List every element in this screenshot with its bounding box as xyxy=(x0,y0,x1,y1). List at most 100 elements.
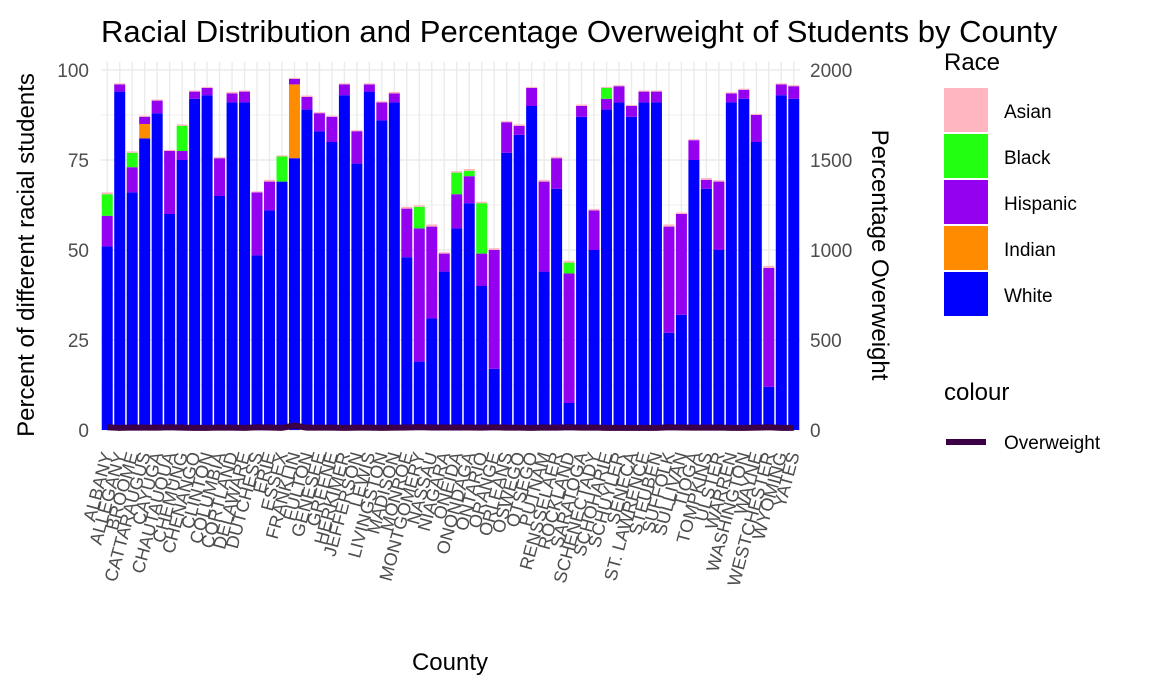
bar-hispanic xyxy=(288,79,300,85)
bar-asian xyxy=(189,90,201,92)
legend-key-asian xyxy=(944,88,988,132)
bar-hispanic xyxy=(463,176,475,204)
bar-asian xyxy=(650,90,662,92)
bar-white xyxy=(576,116,588,431)
y-tick-label: 0 xyxy=(78,421,89,442)
bar-asian xyxy=(413,205,425,207)
bar-white xyxy=(650,102,662,431)
bar-asian xyxy=(738,88,750,90)
bar-white xyxy=(713,250,725,430)
y-axis-left: 0 25 50 75 100 xyxy=(57,61,89,442)
bar-asian xyxy=(226,91,238,94)
bar-asian xyxy=(301,95,313,97)
legend-label: Overweight xyxy=(1004,433,1101,454)
bar-asian xyxy=(538,179,550,182)
bar-hispanic xyxy=(688,140,700,160)
bar-hispanic xyxy=(451,194,463,229)
bar-asian xyxy=(264,179,276,182)
bar-white xyxy=(151,113,163,430)
bar-asian xyxy=(214,157,226,159)
bar-asian xyxy=(613,85,625,87)
bar-black xyxy=(276,156,288,182)
y2-tick-label: 0 xyxy=(810,421,821,442)
bar-asian xyxy=(288,77,300,79)
bar-hispanic xyxy=(763,268,775,387)
bar-asian xyxy=(513,124,525,126)
bar-white xyxy=(738,98,750,431)
bar-asian xyxy=(476,201,488,204)
y-axis-title: Percent of different racial students xyxy=(13,73,40,437)
bar-hispanic xyxy=(201,88,213,96)
bar-white xyxy=(750,142,762,430)
bar-asian xyxy=(675,212,687,214)
bar-hispanic xyxy=(775,84,787,96)
bar-asian xyxy=(114,83,126,85)
bar-asian xyxy=(488,248,500,250)
bar-asian xyxy=(151,99,163,101)
bar-hispanic xyxy=(176,151,188,160)
y-tick-label: 100 xyxy=(57,61,89,82)
x-axis: ALBANYALLEGANYBROOMECATTARAUGUSCAYUGACHA… xyxy=(79,450,803,588)
bar-asian xyxy=(376,101,388,103)
bar-hispanic xyxy=(239,91,251,103)
bar-white xyxy=(788,98,800,431)
bar-white xyxy=(401,257,413,430)
bar-asian xyxy=(388,91,400,94)
bar-hispanic xyxy=(264,181,276,211)
legend-label: Indian xyxy=(1004,240,1056,261)
bar-white xyxy=(239,102,251,431)
bar-hispanic xyxy=(301,97,313,110)
bar-asian xyxy=(201,86,213,88)
bar-asian xyxy=(276,155,288,157)
bar-hispanic xyxy=(313,113,325,132)
bar-white xyxy=(463,203,475,430)
bar-hispanic xyxy=(563,273,575,403)
bar-hispanic xyxy=(101,215,113,247)
bar-hispanic xyxy=(538,181,550,272)
bar-asian xyxy=(788,85,800,87)
bar-hispanic xyxy=(326,116,338,142)
bar-asian xyxy=(351,130,363,132)
bar-white xyxy=(663,332,675,430)
chart-title: Racial Distribution and Percentage Overw… xyxy=(101,14,1058,49)
y-tick-label: 25 xyxy=(68,331,89,352)
bar-white xyxy=(613,102,625,431)
bar-white xyxy=(476,286,488,430)
bar-white xyxy=(763,386,775,430)
bar-white xyxy=(201,95,213,430)
legend-key-indian xyxy=(944,226,988,270)
bar-white xyxy=(164,214,176,430)
bar-indian xyxy=(139,124,151,139)
bar-black xyxy=(176,125,188,151)
bar-asian xyxy=(713,180,725,182)
legend-label: Hispanic xyxy=(1004,194,1077,215)
bar-asian xyxy=(101,192,113,195)
y2-tick-label: 500 xyxy=(810,331,842,352)
y-axis-right: 0 500 1000 1500 2000 xyxy=(810,61,852,442)
bar-asian xyxy=(625,104,637,106)
bar-white xyxy=(426,318,438,430)
bar-white xyxy=(288,158,300,430)
bar-white xyxy=(214,196,226,430)
bar-hispanic xyxy=(214,158,226,196)
bar-white xyxy=(363,91,375,430)
bar-white xyxy=(376,120,388,431)
bar-white xyxy=(688,160,700,430)
bar-hispanic xyxy=(413,228,425,362)
y2-axis-title: Percentage Overweight xyxy=(866,130,893,381)
bar-white xyxy=(775,95,787,430)
bar-hispanic xyxy=(351,131,363,164)
bar-asian xyxy=(401,206,413,209)
bar-asian xyxy=(438,252,450,254)
bar-hispanic xyxy=(613,86,625,103)
bar-white xyxy=(488,368,500,430)
bar-hispanic xyxy=(226,93,238,103)
bar-white xyxy=(189,98,201,431)
bar-hispanic xyxy=(713,181,725,250)
bar-white xyxy=(114,91,126,430)
bar-asian xyxy=(551,156,563,159)
bar-asian xyxy=(750,113,762,115)
bar-white xyxy=(338,95,350,430)
bar-hispanic xyxy=(189,91,201,99)
bar-white xyxy=(176,160,188,430)
